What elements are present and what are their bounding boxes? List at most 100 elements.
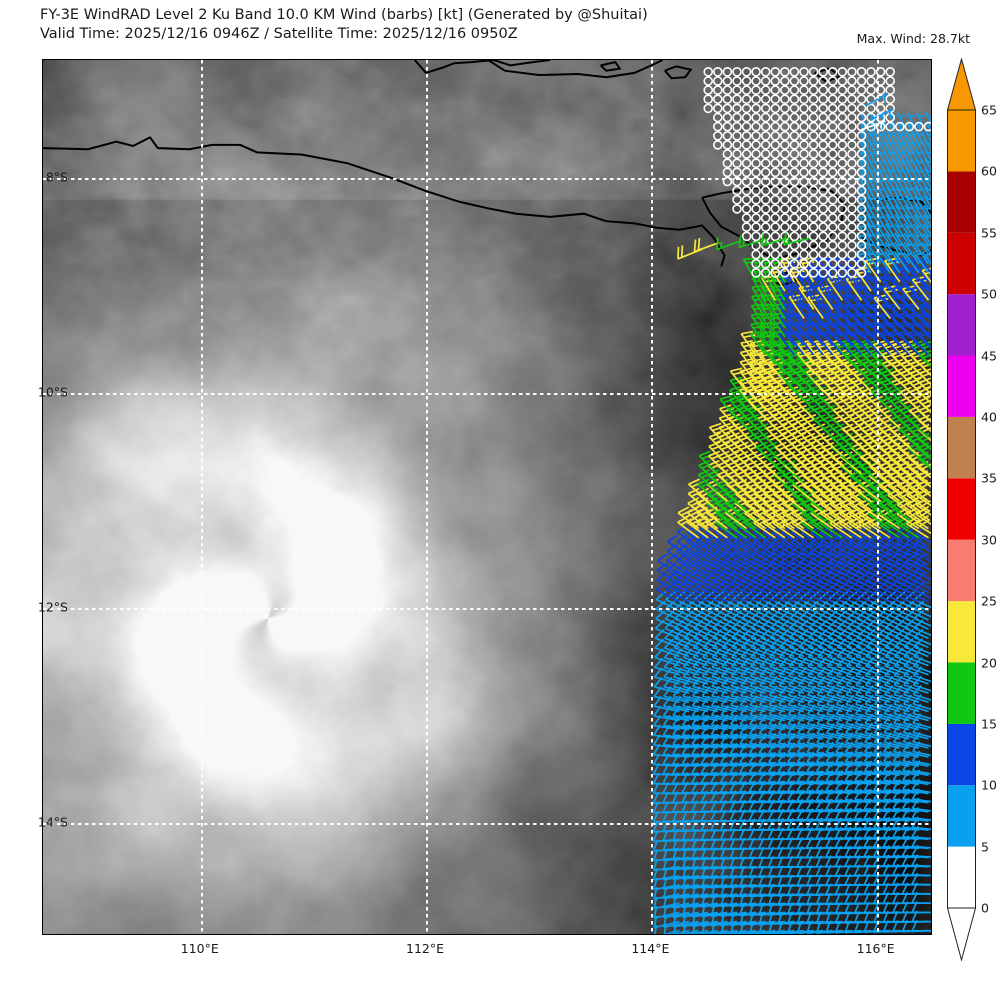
colorbar-band — [947, 723, 976, 786]
wind-barb-calm — [923, 121, 931, 132]
wind-barb-calm — [818, 240, 829, 251]
wind-barb — [704, 553, 728, 576]
wind-barb-calm — [780, 76, 790, 86]
wind-barb-calm — [751, 185, 761, 196]
wind-barb-calm — [827, 76, 838, 86]
wind-barb-calm — [760, 103, 771, 114]
wind-barb-calm — [770, 249, 781, 260]
wind-barb — [705, 534, 728, 557]
wind-barb-calm — [789, 231, 800, 242]
wind-barb-calm — [856, 231, 867, 242]
wind-barb — [781, 553, 805, 576]
wind-barb-calm — [837, 85, 848, 95]
wind-barb-calm — [780, 249, 790, 260]
wind-barb — [782, 232, 810, 246]
wind-barb-calm — [808, 185, 819, 196]
wind-barb — [771, 562, 795, 585]
wind-barb-calm — [760, 85, 771, 95]
wind-barb-calm — [760, 158, 771, 168]
wind-barb-calm — [780, 140, 790, 150]
wind-barb — [740, 330, 757, 356]
wind-barb — [685, 543, 709, 566]
colorbar-band — [947, 539, 976, 602]
wind-barb — [838, 563, 862, 585]
wind-barb-calm — [732, 194, 742, 205]
wind-barb-calm — [770, 103, 781, 114]
wind-barb-calm — [808, 121, 819, 132]
wind-barb — [685, 553, 709, 576]
wind-barb — [675, 562, 700, 585]
wind-barb — [905, 563, 929, 585]
wind-barb-calm — [751, 140, 761, 150]
wind-barb-calm — [827, 176, 838, 187]
wind-barb — [838, 553, 862, 576]
wind-barb-calm — [789, 249, 800, 260]
wind-barb-calm — [847, 112, 857, 123]
wind-barb-calm — [770, 231, 781, 242]
wind-barb-calm — [894, 121, 905, 132]
wind-barb-calm — [827, 94, 838, 105]
wind-barb — [666, 553, 690, 576]
wind-barb — [761, 553, 786, 576]
wind-barb-calm — [789, 194, 800, 205]
wind-barb-calm — [799, 185, 809, 196]
wind-barb-calm — [741, 194, 752, 205]
x-axis-tick-label: 112°E — [406, 941, 445, 956]
wind-barb-calm — [866, 76, 876, 86]
wind-barb-calm — [837, 167, 848, 178]
wind-barb-calm — [875, 67, 886, 77]
wind-barb-calm — [760, 121, 771, 132]
wind-barb-calm — [741, 94, 752, 105]
wind-barb-calm — [856, 94, 867, 105]
wind-barb-calm — [780, 131, 790, 141]
wind-barb-calm — [808, 268, 819, 278]
wind-barb — [819, 544, 843, 566]
wind-barb-calm — [818, 76, 829, 86]
wind-barb-calm — [789, 185, 800, 196]
wind-barb-calm — [856, 76, 867, 86]
wind-barb-calm — [827, 158, 838, 168]
wind-barb — [847, 553, 872, 576]
wind-barb-calm — [856, 103, 867, 114]
wind-barb — [829, 534, 853, 557]
wind-barb-calm — [847, 249, 857, 260]
wind-barb-calm — [866, 67, 876, 77]
wind-barb-calm — [799, 67, 809, 77]
wind-barb-calm — [818, 94, 829, 105]
wind-barb-calm — [751, 213, 761, 223]
wind-barb — [876, 553, 901, 576]
wind-barb-calm — [914, 121, 924, 132]
wind-barb-calm — [799, 112, 809, 123]
wind-barb-calm — [712, 76, 723, 86]
wind-barb-calm — [818, 121, 829, 132]
wind-barb — [714, 534, 738, 557]
wind-barb — [666, 562, 690, 585]
wind-barb-calm — [856, 67, 867, 77]
wind-barb — [781, 534, 805, 557]
wind-barb-calm — [741, 158, 752, 168]
wind-barb-calm — [770, 121, 781, 132]
wind-barb-calm — [741, 140, 752, 150]
chart-subtitle: Valid Time: 2025/12/16 0946Z / Satellite… — [40, 26, 518, 42]
wind-barb-calm — [712, 94, 723, 105]
wind-barb-calm — [827, 268, 838, 278]
wind-barb-calm — [808, 85, 819, 95]
wind-barb-calm — [703, 94, 714, 105]
wind-barb-calm — [818, 131, 829, 141]
wind-barb — [866, 563, 891, 585]
wind-barb-calm — [808, 167, 819, 178]
wind-barb-calm — [808, 176, 819, 187]
wind-barb-calm — [808, 204, 819, 214]
wind-barb — [752, 544, 776, 566]
wind-barb-calm — [770, 131, 781, 141]
wind-barb-calm — [770, 76, 781, 86]
wind-barb — [676, 525, 700, 548]
wind-barb-calm — [827, 185, 838, 196]
wind-barb-calm — [780, 94, 790, 105]
wind-barb-calm — [770, 149, 781, 159]
wind-barb-calm — [808, 149, 819, 159]
wind-barb — [676, 534, 700, 557]
wind-barb — [738, 235, 765, 249]
wind-barb-calm — [866, 103, 876, 114]
wind-barb — [723, 553, 748, 576]
